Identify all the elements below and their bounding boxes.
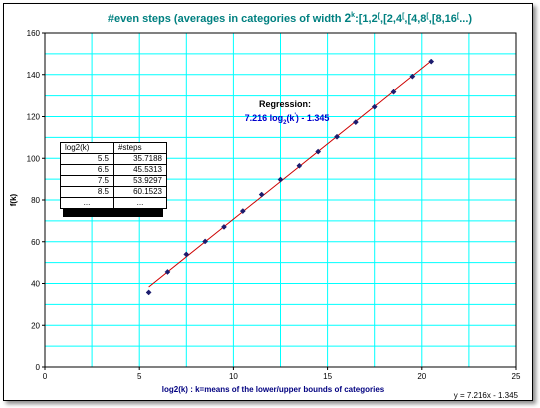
y-tick-label: 60 xyxy=(31,238,40,247)
table-header-steps: #steps xyxy=(113,142,167,154)
data-point xyxy=(296,162,303,169)
y-tick-label: 120 xyxy=(27,113,41,122)
x-tick-label: 5 xyxy=(137,372,142,381)
table-row: 6.5 45.5313 xyxy=(60,164,167,176)
data-point xyxy=(145,289,152,296)
x-tick-label: 15 xyxy=(323,372,332,381)
regression-line xyxy=(148,60,432,288)
data-point xyxy=(258,191,265,198)
table-row: 8.5 60.1523 xyxy=(60,186,167,198)
table-cell: 45.5313 xyxy=(113,164,167,176)
tick-layer: 0 5 10 15 20 25 0 20 40 60 80 100 120 140 160 xyxy=(27,29,521,381)
data-point xyxy=(164,268,171,275)
data-point xyxy=(334,133,340,140)
formula-footnote: y = 7.216x - 1.345 xyxy=(453,391,518,400)
data-point xyxy=(183,251,190,258)
title-mid1: ,[2,4 xyxy=(380,13,403,25)
table-cell: ... xyxy=(113,197,167,209)
data-point xyxy=(239,208,246,215)
table-cell: 35.7188 xyxy=(113,153,167,165)
table-row: 5.5 35.7188 xyxy=(60,153,167,165)
chart-title: #even steps (averages in categories of w… xyxy=(108,11,473,25)
table-row: ... ... xyxy=(60,197,167,209)
table-cell: 60.1523 xyxy=(113,186,167,198)
reg-formula-b: (k xyxy=(286,113,295,123)
title-mid3: ,[8,16 xyxy=(429,13,457,25)
data-point xyxy=(371,103,378,110)
grid-layer xyxy=(45,33,516,367)
table-cell: ... xyxy=(60,197,114,209)
data-table: log2(k) #steps 5.5 35.7188 6.5 45.5313 7… xyxy=(60,142,167,209)
table-cell: 8.5 xyxy=(60,186,114,198)
data-point xyxy=(315,148,322,155)
title-sup1: [ xyxy=(378,13,381,20)
data-point xyxy=(352,119,359,126)
title-sup3: [ xyxy=(426,13,429,20)
table-cell: 5.5 xyxy=(60,153,114,165)
y-tick-label: 20 xyxy=(31,321,40,330)
reg-formula-c: ) - 1.345 xyxy=(296,113,330,123)
y-tick-label: 80 xyxy=(31,196,40,205)
table-header-log2k: log2(k) xyxy=(60,142,114,154)
title-mid2: ,[4,8 xyxy=(404,13,426,25)
x-axis-label: log2(k) : k=means of the lower/upper bou… xyxy=(162,385,385,394)
x-tick-label: 20 xyxy=(417,372,426,381)
data-point xyxy=(202,238,209,245)
table-cell: 53.9297 xyxy=(113,175,167,187)
y-tick-label: 40 xyxy=(31,280,40,289)
regression-label: Regression: xyxy=(259,99,311,109)
y-tick-label: 140 xyxy=(27,71,41,80)
title-suffix: :[1,2 xyxy=(355,13,378,25)
data-point xyxy=(277,176,284,183)
regression-line-layer xyxy=(148,60,432,288)
y-axis-label: f(k) xyxy=(9,193,18,206)
table-cell: 6.5 xyxy=(60,164,114,176)
y-tick-label: 160 xyxy=(27,29,41,38)
title-prefix: #even steps (averages in categories of w… xyxy=(108,13,345,25)
y-tick-label: 0 xyxy=(36,363,41,372)
title-sup2: [ xyxy=(402,13,405,20)
y-tick-label: 100 xyxy=(27,154,41,163)
data-point xyxy=(428,58,435,65)
table-cell: 7.5 xyxy=(60,175,114,187)
title-base: 2 xyxy=(344,11,351,25)
reg-formula-sub: 2 xyxy=(283,120,287,126)
x-tick-label: 0 xyxy=(43,372,48,381)
reg-formula-a: 7.216 log xyxy=(245,113,284,123)
x-tick-label: 10 xyxy=(229,372,238,381)
title-end: ...) xyxy=(459,13,472,25)
table-row: 7.5 53.9297 xyxy=(60,175,167,187)
title-sup4: [ xyxy=(457,13,460,20)
title-exp: k xyxy=(351,12,355,19)
x-tick-label: 25 xyxy=(512,372,521,381)
regression-formula: 7.216 log2(k') - 1.345 xyxy=(245,113,330,126)
data-point xyxy=(221,223,227,230)
data-point xyxy=(390,88,397,95)
data-points-layer xyxy=(145,58,435,296)
table-header-row: log2(k) #steps xyxy=(60,142,167,154)
data-point xyxy=(409,73,416,80)
reg-formula-sup: ' xyxy=(294,113,296,119)
